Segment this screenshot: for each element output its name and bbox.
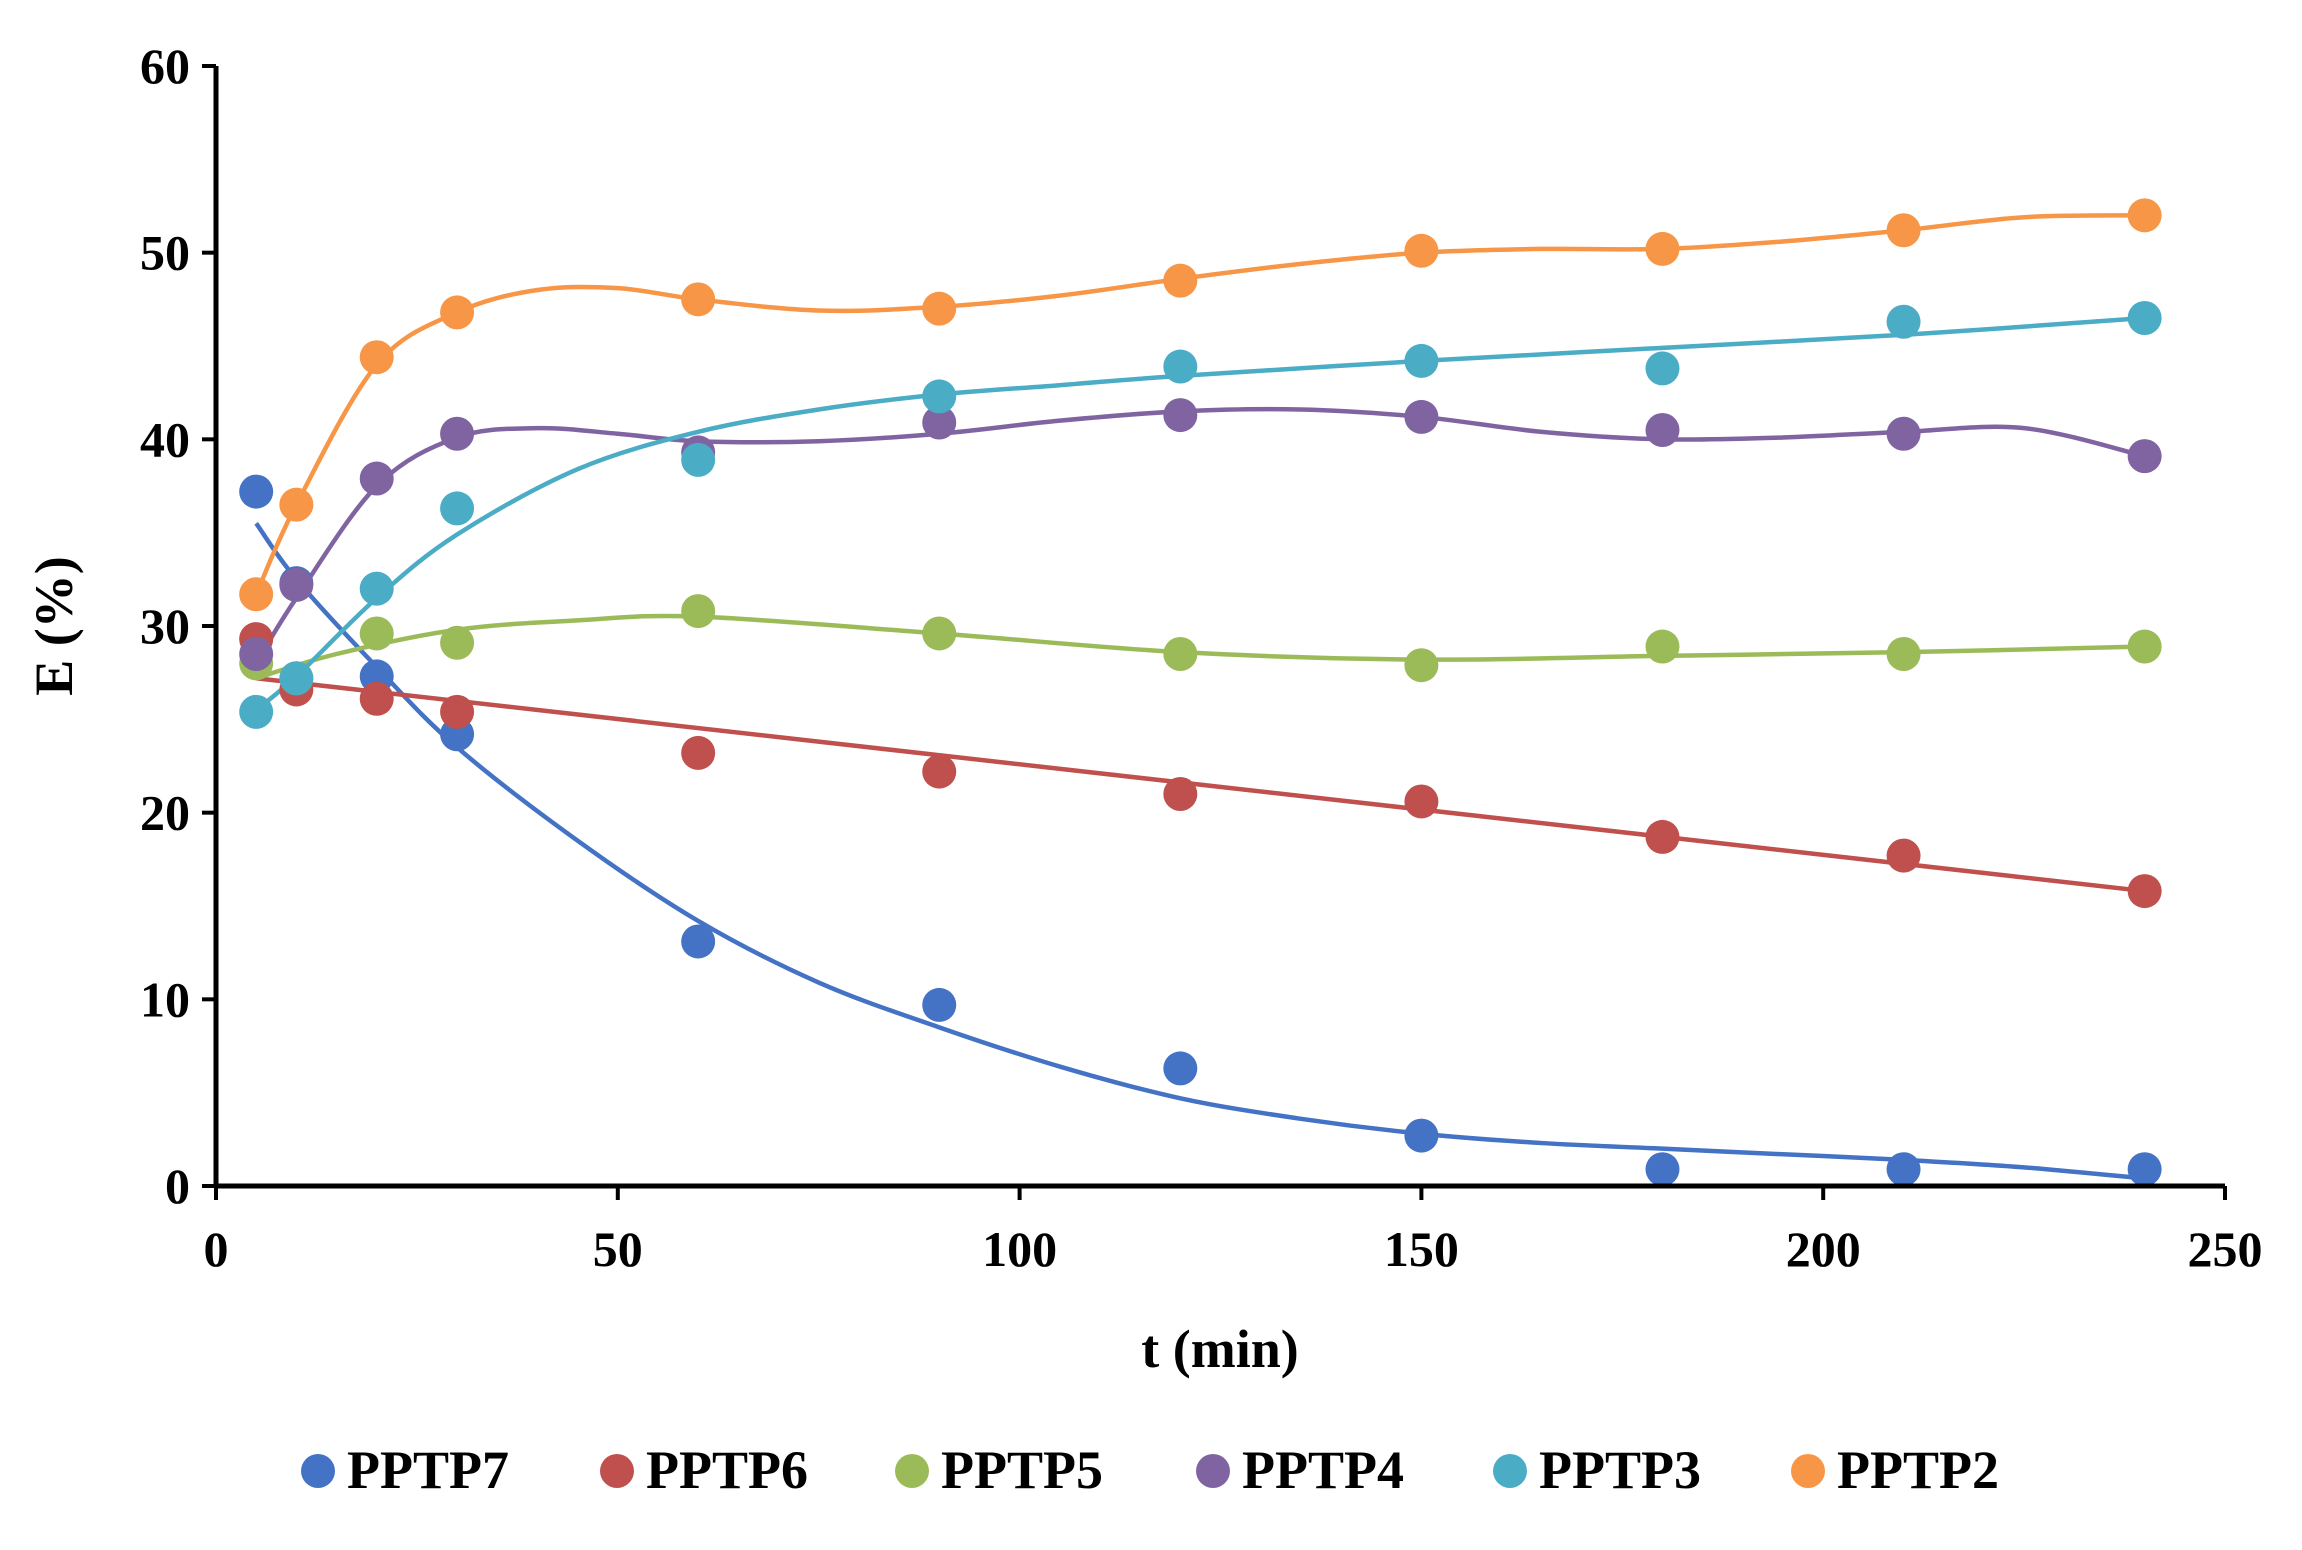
- pptp7-legend-marker: [301, 1454, 335, 1488]
- pptp2-point: [440, 295, 475, 330]
- data-points: [239, 198, 2162, 1187]
- x-tick-label: 200: [1786, 1221, 1861, 1277]
- pptp3-point: [1886, 304, 1921, 339]
- x-tick-label: 100: [982, 1221, 1057, 1277]
- pptp4-trend-line: [254, 406, 2146, 665]
- pptp4-legend-label: PPTP4: [1242, 1440, 1404, 1500]
- pptp2-point: [279, 487, 314, 522]
- pptp2-trend-line: [254, 213, 2145, 596]
- pptp5-point: [440, 625, 475, 660]
- pptp3-point: [279, 661, 314, 696]
- pptp3-legend-label: PPTP3: [1539, 1440, 1701, 1500]
- pptp3-point: [359, 571, 394, 606]
- pptp4-point: [922, 405, 957, 440]
- pptp2-legend-label: PPTP2: [1837, 1440, 1999, 1500]
- pptp7-legend-label: PPTP7: [347, 1440, 509, 1500]
- x-tick-label: 150: [1384, 1221, 1459, 1277]
- pptp3-point: [1404, 343, 1439, 378]
- pptp6-point: [359, 681, 394, 716]
- pptp4-point: [1886, 416, 1921, 451]
- pptp5-point: [1645, 629, 1680, 664]
- x-ticks: 0 50 100 150 200 250: [204, 1186, 2263, 1277]
- y-tick-label: 20: [140, 785, 190, 841]
- y-tick-label: 30: [140, 598, 190, 654]
- pptp6-point: [1163, 777, 1198, 811]
- pptp5-point: [2127, 629, 2162, 664]
- pptp6-point: [1645, 819, 1680, 854]
- pptp4-point: [1163, 398, 1198, 433]
- y-tick-label: 0: [165, 1158, 190, 1214]
- pptp4-point: [1404, 399, 1439, 434]
- trend-lines: [254, 213, 2146, 1181]
- pptp2-point: [1886, 213, 1921, 248]
- pptp7-point: [681, 924, 716, 959]
- pptp6-point: [440, 694, 475, 729]
- pptp2-point: [922, 291, 957, 326]
- pptp6-point: [1404, 784, 1439, 819]
- x-tick-label: 50: [593, 1221, 643, 1277]
- pptp4-point: [2127, 439, 2162, 474]
- pptp3-point: [239, 694, 274, 729]
- pptp2-point: [1645, 231, 1680, 266]
- pptp7-point: [922, 987, 957, 1022]
- pptp6-point: [2127, 874, 2162, 909]
- y-axis-title: E (%): [24, 556, 84, 695]
- pptp7-point: [1404, 1118, 1439, 1153]
- pptp3-legend-marker: [1493, 1454, 1527, 1488]
- pptp5-point: [922, 616, 957, 651]
- pptp4-point: [279, 567, 314, 602]
- pptp7-point: [1645, 1152, 1680, 1187]
- pptp4-point: [1645, 413, 1680, 447]
- pptp4-point: [440, 416, 475, 451]
- y-tick-label: 10: [140, 971, 190, 1027]
- pptp6-point: [922, 754, 957, 789]
- y-ticks: 0 10 20 30 40 50 60: [140, 38, 216, 1214]
- x-tick-label: 250: [2188, 1221, 2263, 1277]
- pptp6-legend-label: PPTP6: [646, 1440, 808, 1500]
- pptp3-point: [2127, 301, 2162, 335]
- pptp2-point: [681, 282, 716, 317]
- pptp5-legend-marker: [895, 1454, 929, 1488]
- pptp2-point: [239, 577, 274, 612]
- pptp2-point: [359, 340, 394, 375]
- pptp7-point: [2127, 1152, 2162, 1187]
- pptp5-point: [359, 616, 394, 651]
- y-tick-label: 50: [140, 225, 190, 281]
- x-tick-label: 0: [204, 1221, 229, 1277]
- pptp4-legend-marker: [1196, 1454, 1230, 1488]
- pptp5-point: [1404, 648, 1439, 683]
- y-tick-label: 40: [140, 411, 190, 467]
- legend: PPTP7 PPTP6 PPTP5 PPTP4 PPTP3 PPTP2: [301, 1440, 1999, 1500]
- x-axis-title: t (min): [1141, 1319, 1298, 1379]
- pptp4-point: [239, 637, 274, 671]
- pptp6-trend-line: [255, 676, 2145, 894]
- pptp3-point: [440, 491, 475, 526]
- pptp2-legend-marker: [1791, 1454, 1825, 1488]
- pptp5-point: [1886, 637, 1921, 671]
- pptp7-point: [239, 474, 274, 509]
- pptp2-point: [1404, 233, 1439, 268]
- pptp4-point: [359, 461, 394, 496]
- pptp3-point: [1645, 351, 1680, 386]
- pptp5-trend-line: [255, 613, 2145, 681]
- pptp7-point: [1886, 1152, 1921, 1187]
- y-tick-label: 60: [140, 38, 190, 94]
- pptp3-point: [922, 379, 957, 414]
- pptp5-point: [681, 594, 716, 629]
- pptp5-legend-label: PPTP5: [941, 1440, 1103, 1500]
- pptp2-point: [2127, 198, 2162, 233]
- pptp2-point: [1163, 263, 1198, 298]
- pptp6-point: [681, 735, 716, 770]
- pptp5-point: [1163, 637, 1198, 671]
- pptp7-point: [1163, 1051, 1198, 1086]
- pptp3-point: [681, 442, 716, 477]
- pptp6-point: [1886, 838, 1921, 873]
- pptp3-point: [1163, 349, 1198, 384]
- pptp3-trend-line: [254, 315, 2145, 712]
- pptp6-legend-marker: [600, 1454, 634, 1488]
